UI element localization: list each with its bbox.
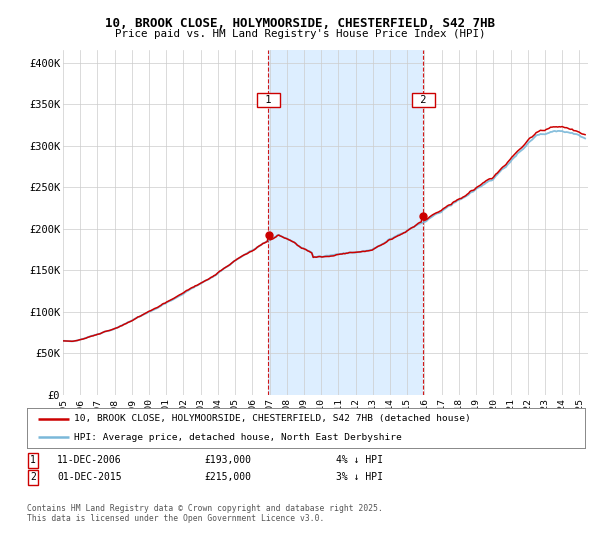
Text: £215,000: £215,000 xyxy=(204,472,251,482)
Text: 4% ↓ HPI: 4% ↓ HPI xyxy=(336,455,383,465)
Text: 1: 1 xyxy=(259,95,278,105)
Text: 10, BROOK CLOSE, HOLYMOORSIDE, CHESTERFIELD, S42 7HB: 10, BROOK CLOSE, HOLYMOORSIDE, CHESTERFI… xyxy=(105,17,495,30)
Text: £193,000: £193,000 xyxy=(204,455,251,465)
Text: 2: 2 xyxy=(30,472,36,482)
Bar xyxy=(268,50,423,395)
Text: Contains HM Land Registry data © Crown copyright and database right 2025.
This d: Contains HM Land Registry data © Crown c… xyxy=(27,504,383,524)
Text: 01-DEC-2015: 01-DEC-2015 xyxy=(57,472,122,482)
Text: 3% ↓ HPI: 3% ↓ HPI xyxy=(336,472,383,482)
Text: 10, BROOK CLOSE, HOLYMOORSIDE, CHESTERFIELD, S42 7HB (detached house): 10, BROOK CLOSE, HOLYMOORSIDE, CHESTERFI… xyxy=(74,414,471,423)
Text: 1: 1 xyxy=(30,455,36,465)
Text: 2: 2 xyxy=(414,95,433,105)
Text: Price paid vs. HM Land Registry's House Price Index (HPI): Price paid vs. HM Land Registry's House … xyxy=(115,29,485,39)
Text: HPI: Average price, detached house, North East Derbyshire: HPI: Average price, detached house, Nort… xyxy=(74,433,402,442)
Text: 11-DEC-2006: 11-DEC-2006 xyxy=(57,455,122,465)
